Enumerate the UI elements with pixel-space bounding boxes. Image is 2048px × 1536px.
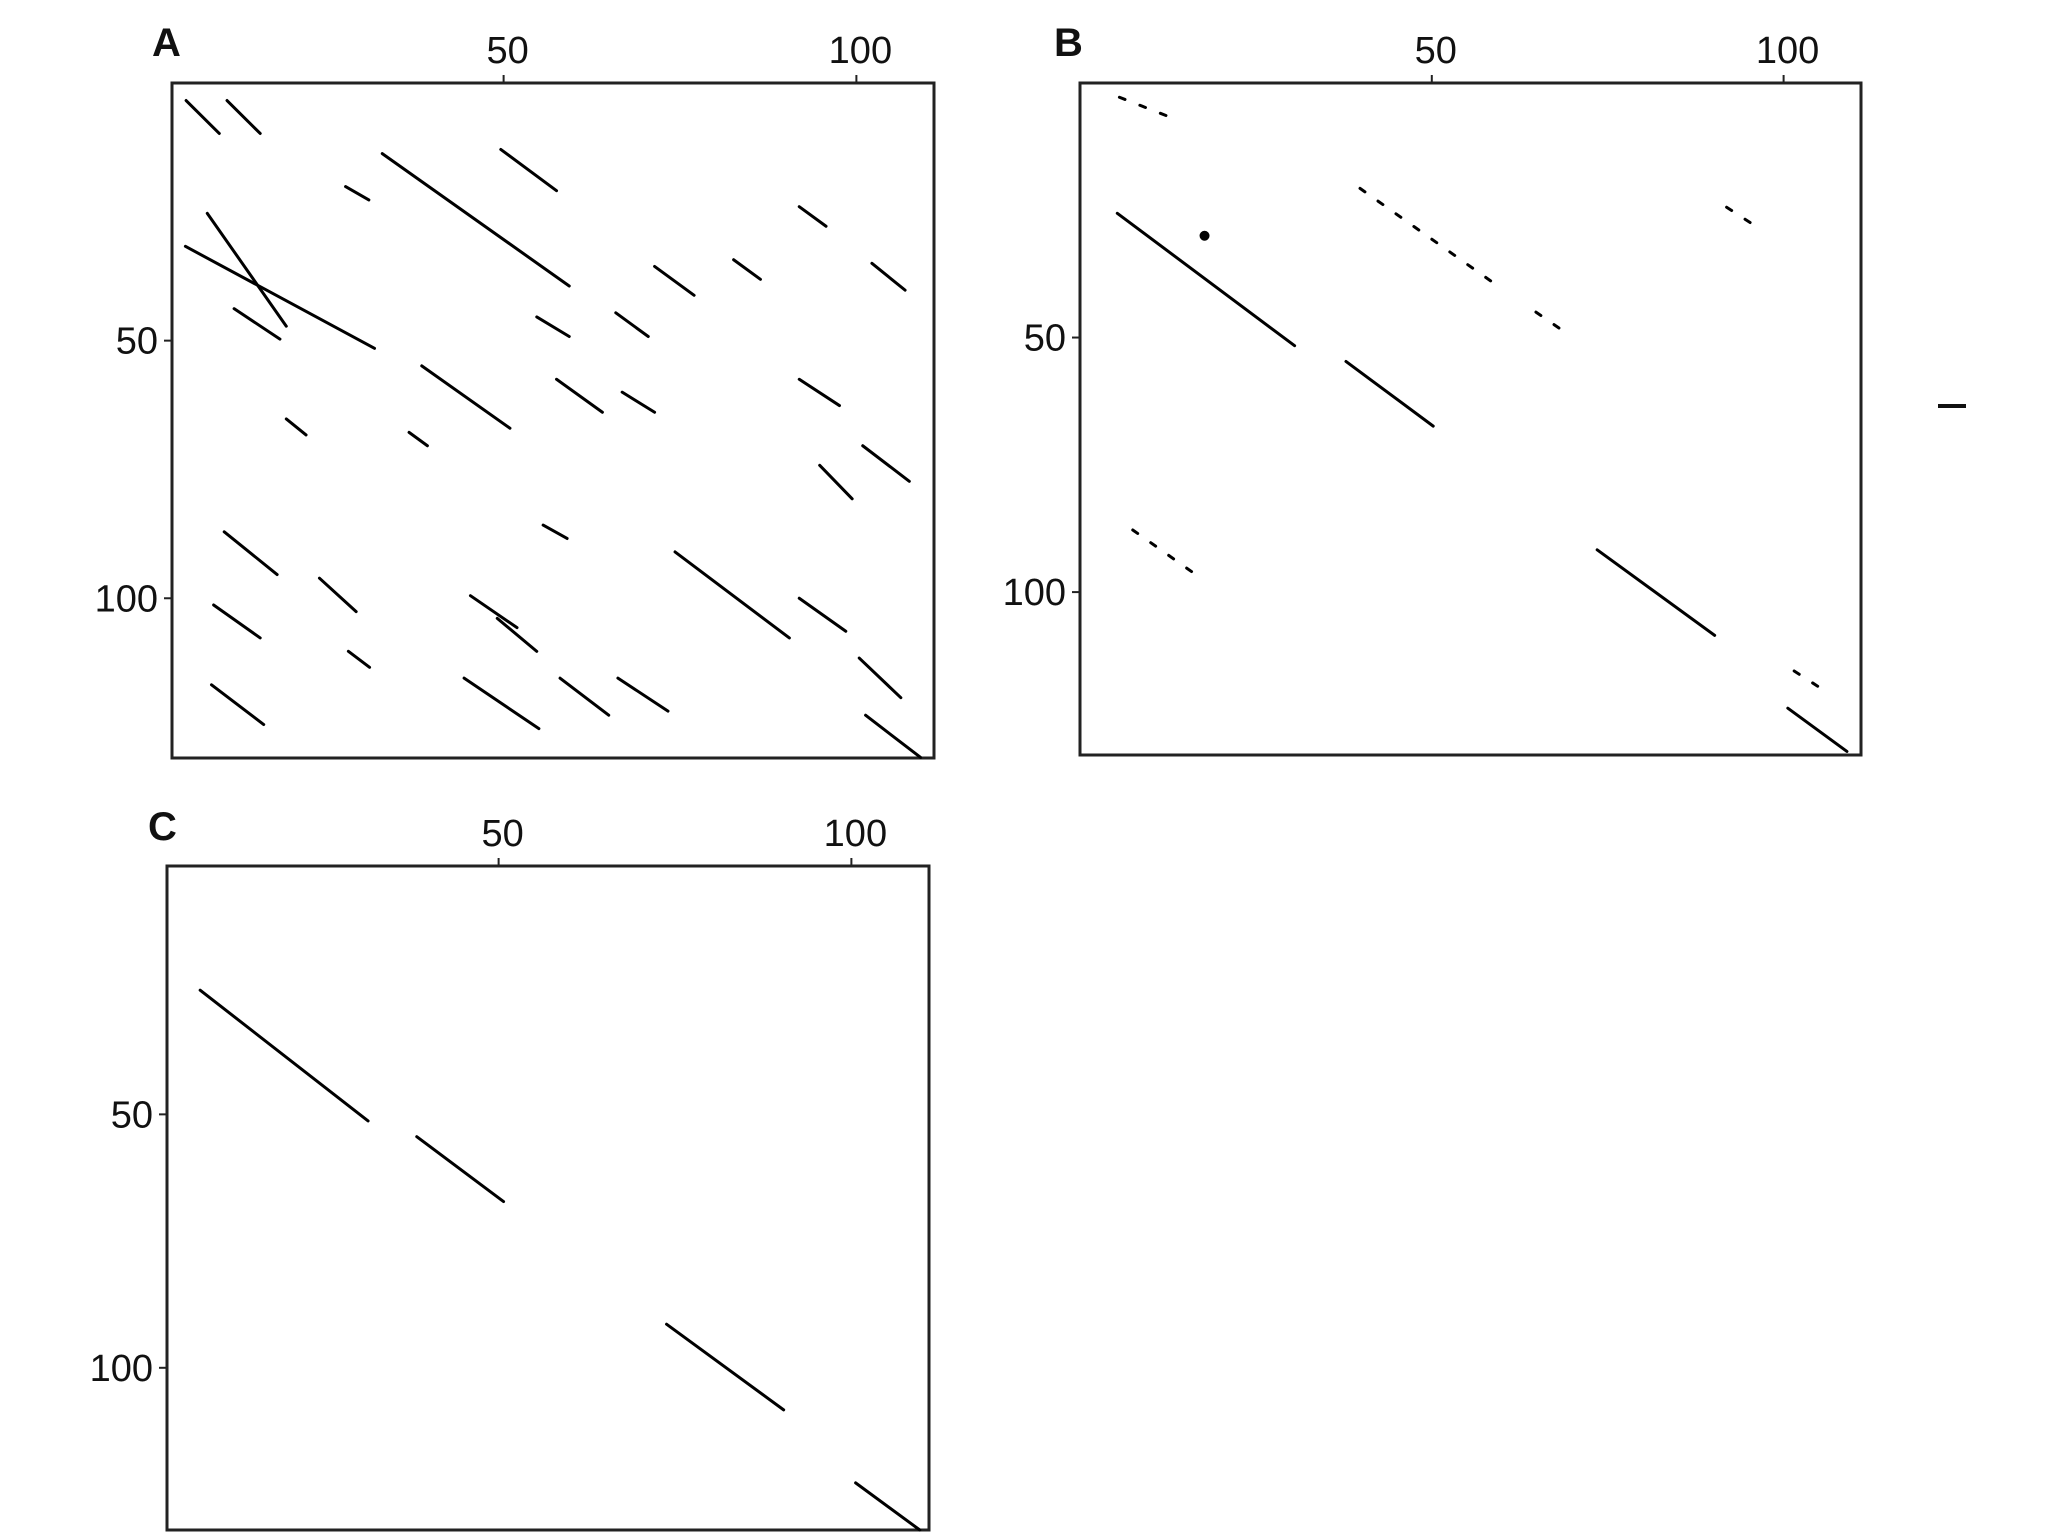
dot-segment xyxy=(284,417,308,437)
plot-frame xyxy=(170,81,936,760)
dot-segment xyxy=(614,311,650,339)
dot-segment xyxy=(673,550,791,640)
y-tick-label: 100 xyxy=(95,578,158,620)
y-tick-label: 50 xyxy=(116,321,158,363)
dot-segment xyxy=(198,988,370,1123)
y-tick-label: 100 xyxy=(90,1348,153,1390)
x-tick-label: 50 xyxy=(486,30,528,72)
dot-segment xyxy=(415,1135,506,1204)
dot-segment xyxy=(346,649,372,669)
dot-segment xyxy=(861,444,911,483)
dot-segment xyxy=(870,261,907,292)
dot-segment xyxy=(535,315,571,339)
dot-segment xyxy=(620,390,657,414)
x-tick-label: 100 xyxy=(824,813,887,855)
plot-frame xyxy=(165,864,931,1532)
dot-segment xyxy=(616,676,670,713)
dot-segment xyxy=(1131,528,1198,577)
x-tick-label: 50 xyxy=(1415,30,1457,72)
x-tick-label: 100 xyxy=(829,30,892,72)
dot-segment xyxy=(210,683,266,727)
dot-segment xyxy=(864,713,923,759)
dot-segment xyxy=(555,377,604,414)
dot-segment xyxy=(797,205,828,228)
dot-segment xyxy=(495,616,539,653)
y-tick-label: 100 xyxy=(1003,572,1066,614)
dot-segment xyxy=(462,676,541,731)
panel-label: B xyxy=(1054,21,1083,65)
dot-segment xyxy=(1792,669,1829,694)
dot-segment xyxy=(317,576,358,614)
y-tick-label: 50 xyxy=(1024,318,1066,360)
dot-segment xyxy=(1595,548,1717,637)
x-tick-label: 100 xyxy=(1756,30,1819,72)
dot-segment xyxy=(420,364,512,430)
dot-segment xyxy=(468,594,519,630)
dot-segment xyxy=(1534,310,1571,337)
dot-segment xyxy=(732,258,762,281)
dot-segment xyxy=(1344,359,1435,428)
dot-segment xyxy=(225,99,262,135)
dot-segment xyxy=(1358,186,1494,284)
dot-segment xyxy=(184,99,221,135)
dot-segment xyxy=(854,1481,922,1532)
dot-segment xyxy=(212,603,262,640)
plot-frame xyxy=(1078,81,1863,757)
dot-segment xyxy=(541,523,569,540)
dot-segment xyxy=(1786,706,1849,753)
panel-label: A xyxy=(152,21,181,65)
y-tick-label: 50 xyxy=(111,1094,153,1136)
dot-segment xyxy=(797,596,848,633)
dot-segment xyxy=(665,1322,786,1412)
dot-point xyxy=(1199,230,1210,241)
dot-segment xyxy=(232,307,282,341)
dot-segment xyxy=(1117,95,1180,122)
dot-segment xyxy=(1725,205,1757,228)
dot-segment xyxy=(653,264,696,297)
dot-segment xyxy=(499,147,559,193)
panel-label: C xyxy=(148,805,177,849)
dot-segment xyxy=(407,430,429,448)
dot-segment xyxy=(183,244,376,350)
dot-segment xyxy=(380,152,571,288)
dot-segment xyxy=(818,463,854,501)
dot-segment xyxy=(1115,211,1297,348)
dot-segment xyxy=(797,377,841,408)
dot-segment xyxy=(558,676,611,717)
dot-segment xyxy=(857,656,903,700)
dot-segment xyxy=(222,530,279,577)
dot-segment xyxy=(205,211,288,328)
dot-segment xyxy=(344,185,371,202)
x-tick-label: 50 xyxy=(481,813,523,855)
